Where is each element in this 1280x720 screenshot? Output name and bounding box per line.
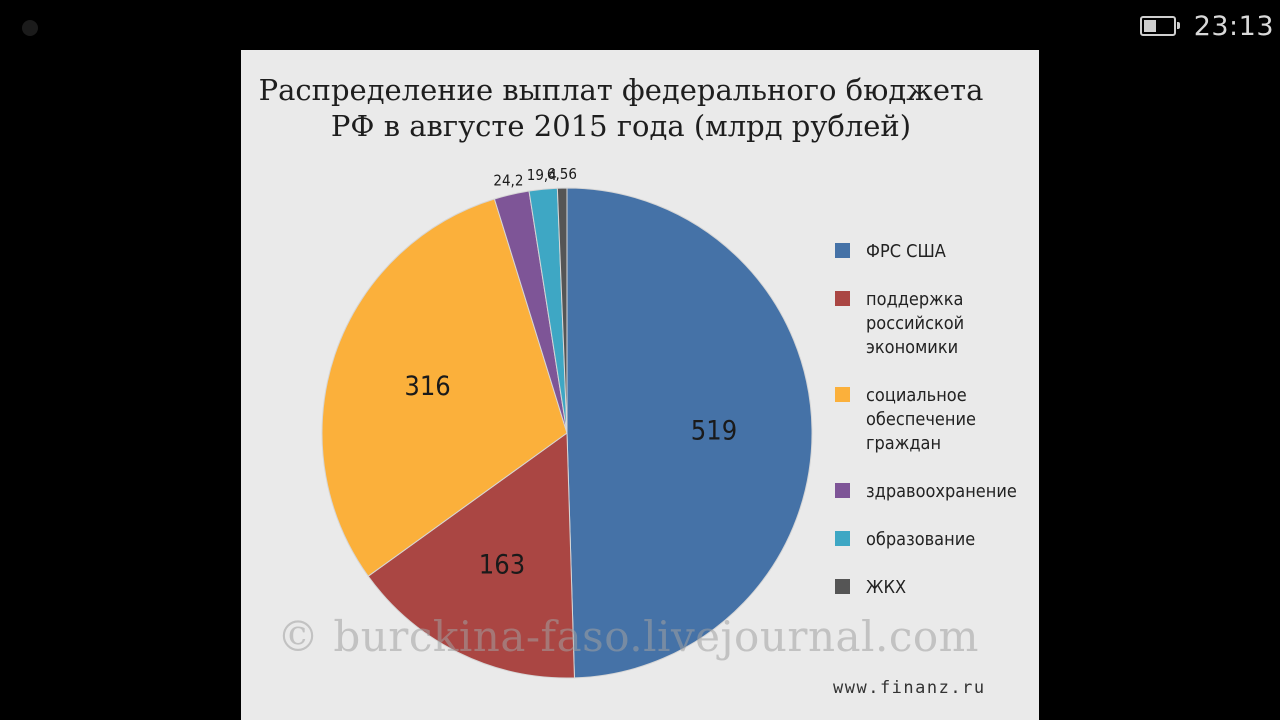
watermark-text: © burckina-faso.livejournal.com <box>277 612 979 661</box>
slice-value-label: 519 <box>691 415 737 446</box>
legend-swatch <box>835 243 850 258</box>
chart-image: Распределение выплат федерального бюджет… <box>241 50 1039 720</box>
legend-item: поддержка российской экономики <box>835 288 975 360</box>
legend-swatch <box>835 387 850 402</box>
legend-label: здравоохранение <box>866 481 1017 502</box>
legend-item: ФРС США <box>835 240 955 264</box>
slice-value-label: 316 <box>404 371 450 402</box>
status-bar: 23:13 <box>1139 6 1274 46</box>
battery-icon <box>1139 16 1180 36</box>
legend-label: ЖКХ <box>866 577 907 598</box>
legend-swatch <box>835 531 850 546</box>
legend-label: социальное обеспечение граждан <box>866 385 976 454</box>
legend-swatch <box>835 483 850 498</box>
pie-slice-0 <box>566 187 813 679</box>
pie-slice-2 <box>321 198 568 577</box>
legend-swatch <box>835 579 850 594</box>
notification-dot <box>22 20 38 36</box>
chart-title-line-1: Распределение выплат федерального бюджет… <box>258 73 984 107</box>
pie-slice-1 <box>367 432 575 679</box>
slice-value-label: 24,2 <box>493 172 523 190</box>
slice-value-label: 19,4 <box>527 166 557 184</box>
clock: 23:13 <box>1193 10 1274 42</box>
pie-chart: 519 163 316 24,2 19,46,56 <box>321 165 813 679</box>
source-credit: www.finanz.ru <box>833 678 986 698</box>
chart-title: Распределение выплат федерального бюджет… <box>241 72 1001 144</box>
legend-label: образование <box>866 529 976 550</box>
slice-value-label: 6,56 <box>547 165 577 183</box>
pie-slice-5 <box>556 187 568 434</box>
battery-level <box>1143 20 1157 32</box>
chart-title-line-2: РФ в августе 2015 года (млрд рублей) <box>330 109 912 143</box>
legend-label: поддержка российской экономики <box>866 289 965 358</box>
legend-item: ЖКХ <box>835 576 911 600</box>
legend-label: ФРС США <box>866 241 946 262</box>
slice-value-label: 163 <box>479 549 525 580</box>
legend-swatch <box>835 291 850 306</box>
legend-item: здравоохранение <box>835 480 1034 504</box>
legend-item: социальное обеспечение граждан <box>835 384 988 456</box>
legend-item: образование <box>835 528 987 552</box>
